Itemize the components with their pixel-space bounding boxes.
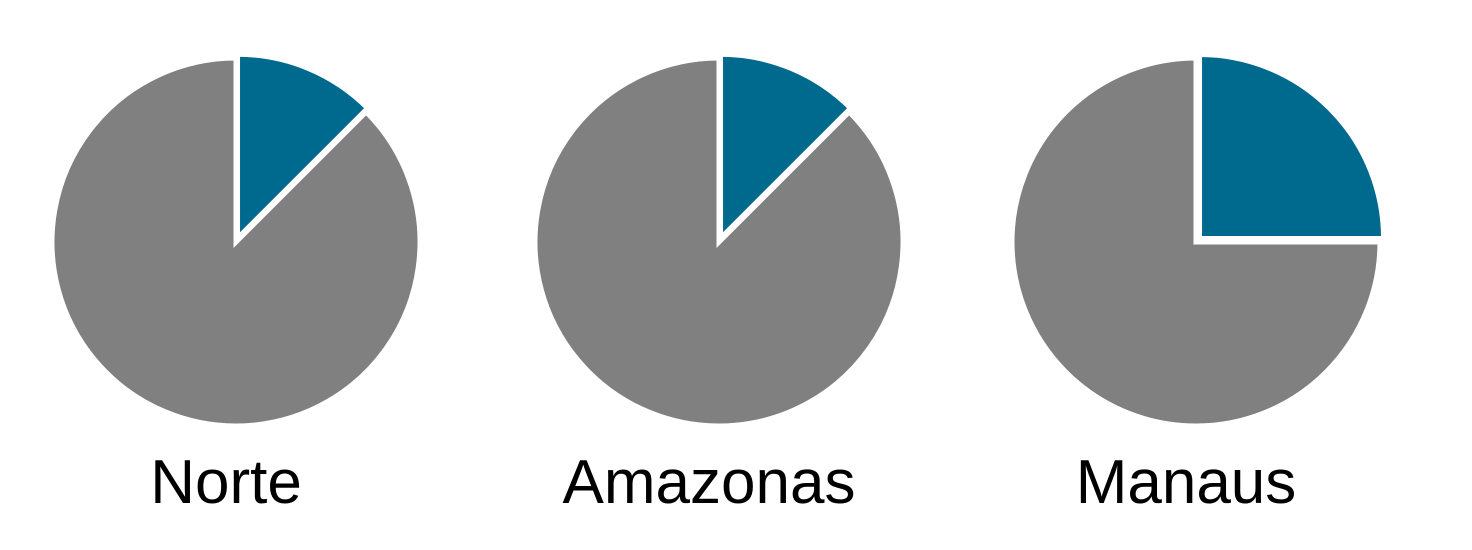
pie-slice-manaus-1 — [1009, 55, 1383, 429]
pie-chart-amazonas: Amazonas — [532, 51, 906, 517]
pie-label-manaus: Manaus — [1076, 448, 1297, 517]
pie-slice-amazonas-0 — [718, 51, 855, 245]
pie-chart-manaus: Manaus — [1009, 51, 1387, 517]
pie-slice-amazonas-1 — [532, 55, 906, 429]
pie-slice-norte-1 — [49, 55, 423, 429]
pie-chart-norte: Norte — [49, 51, 423, 517]
pie-slice-manaus-0 — [1197, 51, 1387, 241]
pie-label-amazonas: Amazonas — [563, 448, 856, 517]
pie-slice-norte-0 — [235, 51, 372, 245]
pie-label-norte: Norte — [150, 448, 302, 517]
